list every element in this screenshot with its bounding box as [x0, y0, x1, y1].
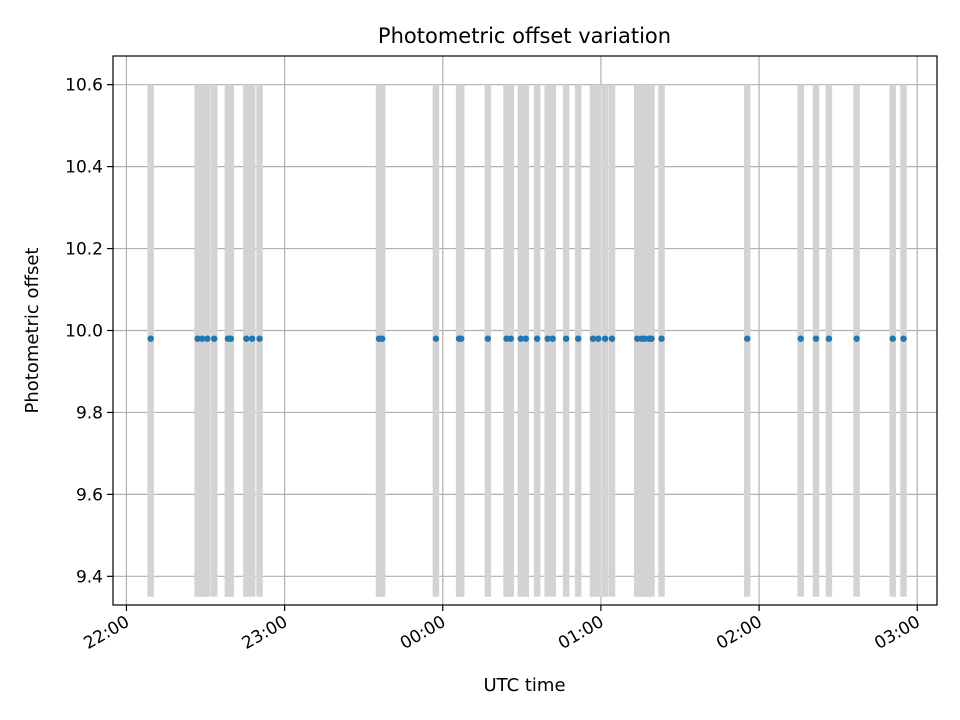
y-tick-label: 10.6 [65, 76, 103, 96]
x-tick-label: 00:00 [397, 612, 449, 654]
data-point [198, 335, 206, 342]
data-point [744, 335, 751, 342]
data-point [204, 335, 211, 342]
data-point [595, 335, 602, 342]
data-point [812, 335, 820, 342]
data-point [825, 335, 833, 342]
y-axis-title: Photometric offset [22, 248, 43, 414]
data-point [243, 335, 250, 342]
data-point [522, 335, 529, 342]
y-tick-label: 9.6 [76, 485, 103, 505]
data-point [256, 335, 263, 342]
data-point [575, 335, 582, 342]
data-point [889, 335, 896, 342]
chart-title: Photometric offset variation [378, 24, 671, 48]
data-point [211, 335, 218, 342]
data-point [562, 335, 570, 342]
data-point [853, 335, 860, 342]
data-point [601, 335, 609, 342]
data-points [147, 335, 907, 342]
x-tick-label: 23:00 [239, 612, 291, 654]
x-axis: 22:00 23:00 00:00 01:00 02:00 03:00 [81, 605, 924, 654]
data-point [658, 335, 665, 342]
data-point [900, 335, 907, 342]
y-axis: 9.4 9.6 9.8 10.0 10.2 10.4 10.6 [65, 76, 113, 587]
data-point [432, 335, 440, 342]
x-tick-label: 01:00 [555, 612, 607, 654]
data-point [484, 335, 492, 342]
x-tick-label: 02:00 [713, 612, 765, 654]
y-tick-label: 10.4 [65, 158, 103, 178]
x-axis-title: UTC time [483, 675, 565, 696]
data-point [634, 335, 641, 342]
data-point [648, 335, 655, 342]
x-tick-label: 22:00 [81, 612, 133, 654]
data-point [517, 335, 524, 342]
data-point [227, 335, 235, 342]
data-point [544, 335, 551, 342]
y-tick-label: 9.8 [76, 403, 103, 423]
y-tick-label: 9.4 [76, 567, 103, 587]
y-tick-label: 10.2 [65, 240, 103, 260]
data-point [507, 335, 514, 342]
y-tick-label: 10.0 [65, 322, 103, 342]
data-point [533, 335, 541, 342]
plot-area [112, 55, 938, 606]
data-point [147, 335, 154, 342]
x-tick-label: 03:00 [871, 612, 923, 654]
data-point [458, 335, 465, 342]
data-point [608, 335, 616, 342]
data-point [378, 335, 386, 342]
data-point [641, 335, 648, 342]
data-point [549, 335, 556, 342]
data-point [194, 335, 201, 342]
data-point [248, 335, 256, 342]
data-point [589, 335, 597, 342]
data-point [797, 335, 804, 342]
